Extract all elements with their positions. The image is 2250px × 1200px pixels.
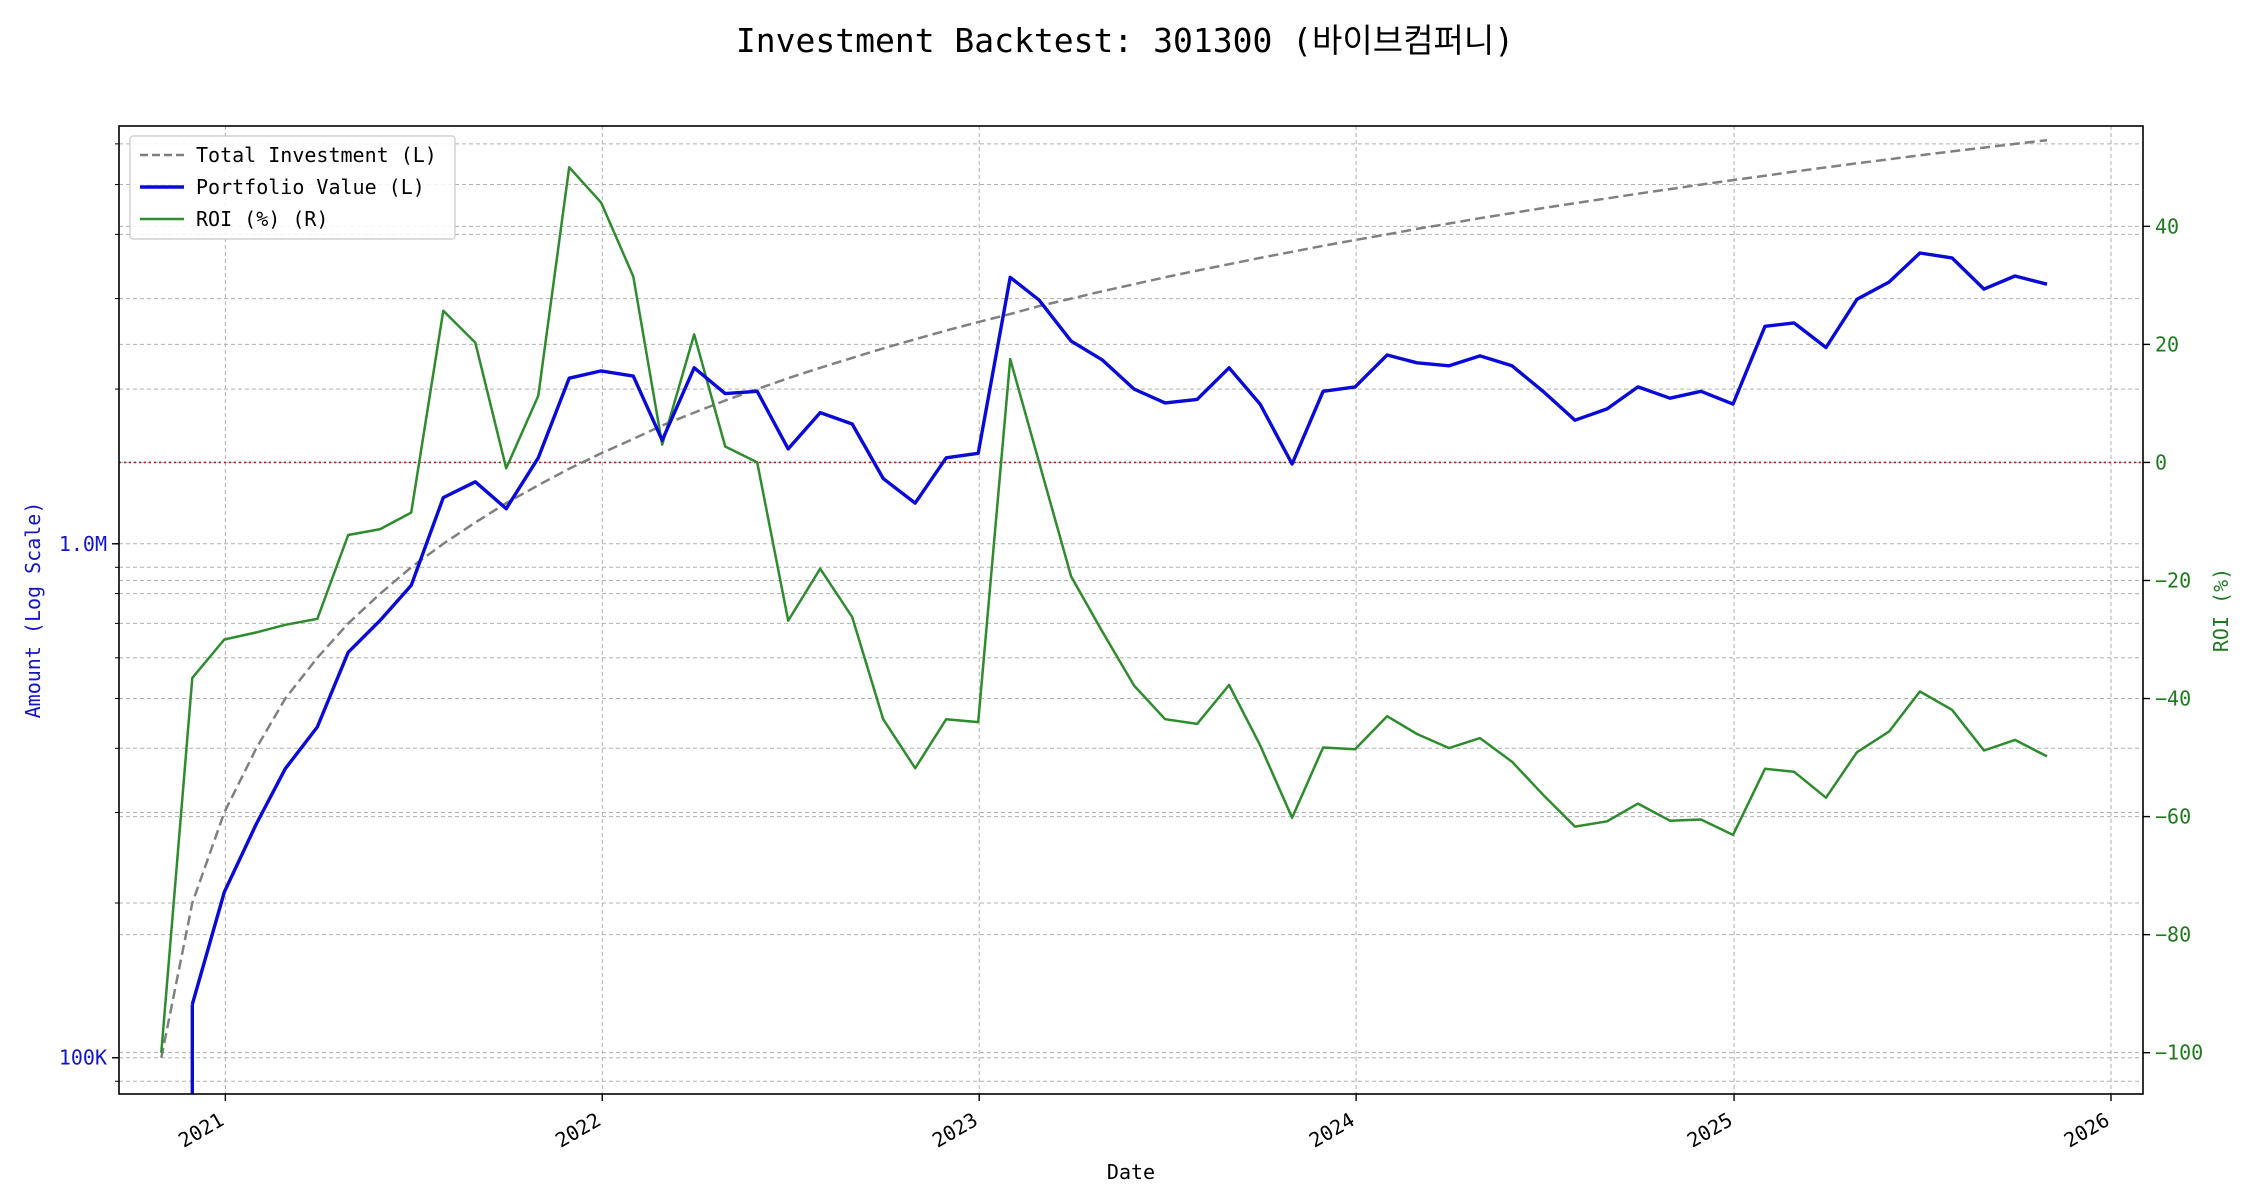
legend: Total Investment (L) Portfolio Value (L) R…	[129, 135, 456, 240]
y-left-tick-label: 1.0M	[59, 532, 107, 556]
x-axis-label: Date	[1107, 1160, 1155, 1184]
x-tick-label: 2021	[174, 1108, 228, 1153]
y-right-tick-label: −40	[2155, 687, 2191, 711]
y-right-tick-label: −20	[2155, 568, 2191, 592]
legend-label: Total Investment (L)	[196, 143, 437, 167]
y-right-tick-label: 20	[2155, 332, 2179, 356]
plot-frame	[118, 125, 2144, 1095]
x-tick-label: 2024	[1305, 1108, 1359, 1153]
x-tick-label: 2022	[551, 1108, 605, 1153]
y-right-tick-label: −60	[2155, 805, 2191, 829]
x-tick-label: 2023	[928, 1108, 982, 1153]
series-line-1	[190, 251, 2048, 1005]
x-tick-label: 2026	[2060, 1108, 2114, 1153]
series-line-0	[160, 138, 2048, 1058]
x-tick-label: 2025	[1683, 1108, 1737, 1153]
legend-label: Portfolio Value (L)	[196, 175, 425, 199]
series-line-2	[160, 166, 2048, 1053]
y-right-tick-label: 0	[2155, 450, 2167, 474]
chart-title: Investment Backtest: 301300 (바이브컴퍼니)	[735, 21, 1515, 60]
left-axis-label: Amount (Log Scale)	[21, 502, 45, 719]
right-axis-label: ROI (%)	[2209, 568, 2233, 652]
legend-label: ROI (%) (R)	[196, 207, 328, 231]
y-right-tick-label: 40	[2155, 214, 2179, 238]
y-right-tick-label: −80	[2155, 923, 2191, 947]
legend-box	[129, 135, 456, 240]
y-right-tick-label: −100	[2155, 1041, 2203, 1065]
y-left-tick-label: 100K	[59, 1046, 107, 1070]
